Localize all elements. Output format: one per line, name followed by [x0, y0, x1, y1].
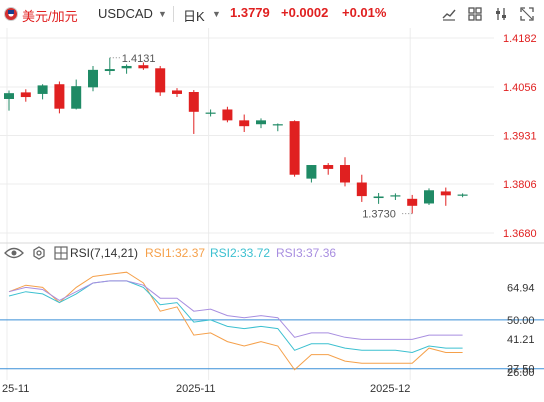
pair-code[interactable]: USDCAD — [98, 6, 153, 21]
candle-body — [4, 93, 14, 99]
candle-body — [205, 112, 216, 114]
pair-name-cn[interactable]: 美元/加元 — [22, 9, 78, 24]
rsi-tick-label: 41.21 — [507, 334, 535, 346]
x-axis-label: 2025-11 — [176, 383, 216, 395]
rsi-tick-label: 27.50 — [507, 364, 535, 376]
header-divider — [173, 6, 174, 22]
x-axis-label: 2025-12 — [370, 383, 410, 395]
indicator-list-icon[interactable] — [54, 246, 68, 263]
rsi-series-line-rsi1 — [8, 271, 463, 371]
timeframe-dropdown-caret-icon[interactable]: ▼ — [212, 9, 221, 19]
price-tick-label: 1.4056 — [503, 82, 537, 94]
candle-body — [54, 84, 65, 109]
candle-body — [155, 68, 166, 93]
candle-body — [390, 195, 401, 197]
price-tick-label: 1.3806 — [503, 179, 537, 191]
candle-body — [172, 90, 182, 94]
candle-body — [71, 86, 82, 109]
candle-body — [121, 65, 132, 69]
rsi-tick-label: 50.00 — [507, 315, 535, 327]
rsi2-value: RSI2:33.72 — [210, 246, 271, 260]
pair-dropdown-caret-icon[interactable]: ▼ — [158, 9, 167, 19]
x-axis-label: 25-11 — [2, 383, 29, 395]
price-tick-label: 1.4182 — [503, 33, 537, 45]
expand-icon[interactable] — [518, 5, 536, 23]
timeframe-selector[interactable]: 日K — [183, 9, 205, 24]
candle-body — [323, 165, 334, 169]
price-change-pct: +0.01% — [342, 5, 387, 20]
candle-body — [88, 69, 98, 88]
candle-body — [20, 92, 31, 98]
candle-body — [138, 65, 149, 69]
candle-body — [457, 194, 468, 196]
candle-body — [222, 109, 233, 121]
sliders-icon[interactable] — [492, 5, 510, 23]
rsi-tick-label: 64.94 — [507, 282, 535, 294]
candle-body — [239, 120, 250, 127]
candle-body — [340, 165, 350, 183]
grid-icon[interactable] — [466, 5, 484, 23]
settings-icon[interactable] — [32, 246, 46, 263]
usd-cad-flag-icon — [4, 7, 18, 21]
candle-body — [424, 190, 434, 204]
rsi3-value: RSI3:37.36 — [276, 246, 337, 260]
candle-body — [356, 182, 367, 197]
candle-body — [104, 69, 115, 72]
candle-body — [373, 196, 384, 199]
candle-body — [272, 124, 283, 126]
rsi-tick-label: 26.00 — [507, 367, 535, 379]
last-price: 1.3779 — [230, 5, 270, 20]
high-annotation: 1.4131 — [122, 53, 156, 65]
rsi-series-line-rsi3 — [8, 280, 463, 340]
price-change: +0.0002 — [281, 5, 329, 20]
candle-body — [407, 198, 418, 206]
candle-body — [306, 165, 317, 179]
candle-body — [289, 121, 300, 175]
line-chart-icon[interactable] — [440, 5, 458, 23]
price-tick-label: 1.3931 — [503, 131, 537, 143]
candle-body — [440, 191, 451, 196]
rsi1-value: RSI1:32.37 — [145, 246, 206, 260]
low-annotation: 1.3730 — [362, 209, 396, 221]
candle-body — [188, 91, 199, 112]
rsi-series-line-rsi2 — [8, 280, 463, 354]
eye-icon[interactable] — [4, 246, 28, 263]
price-tick-label: 1.3680 — [503, 228, 537, 240]
candle-body — [256, 120, 266, 125]
candle-body — [37, 85, 48, 94]
rsi-title: RSI(7,14,21) — [70, 246, 139, 260]
chart-header: 美元/加元 USDCAD ▼ 日K ▼ 1.3779 +0.0002 +0.01… — [0, 0, 544, 28]
